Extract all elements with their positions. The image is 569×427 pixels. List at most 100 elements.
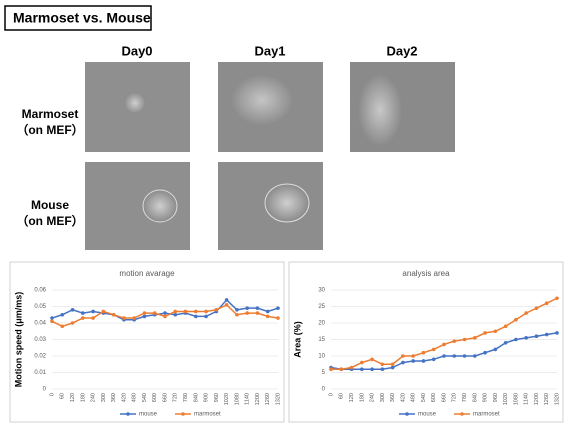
point: [503, 341, 508, 345]
y-axis-label: Area (%): [292, 321, 302, 358]
point: [50, 316, 54, 320]
x-tick-label: 1020: [224, 393, 230, 405]
x-tick-label: 1140: [245, 393, 251, 405]
point: [452, 339, 457, 343]
point: [555, 331, 559, 335]
point: [91, 316, 95, 320]
y-tick-label: 0.05: [34, 304, 46, 310]
point: [534, 306, 539, 310]
legend-marker: [181, 412, 185, 416]
row-sublabel: （on MEF）: [16, 213, 83, 228]
point: [152, 311, 157, 315]
point: [483, 350, 487, 355]
point: [442, 342, 446, 347]
point: [411, 359, 415, 363]
point: [142, 314, 147, 319]
point: [493, 347, 498, 352]
chart-frame: [288, 261, 564, 423]
point: [339, 367, 344, 372]
x-tick-label: 660: [162, 393, 168, 402]
y-tick-label: 5: [322, 370, 326, 376]
micrographs: [85, 62, 455, 250]
point: [483, 331, 487, 335]
point: [194, 309, 198, 314]
legend-label: mouse: [418, 412, 437, 418]
point: [380, 367, 385, 372]
point: [163, 314, 167, 319]
x-tick-label: 780: [183, 393, 189, 402]
point: [91, 309, 95, 314]
point: [360, 367, 364, 372]
point: [245, 306, 249, 310]
colony: [358, 74, 402, 146]
x-tick-label: 240: [370, 393, 376, 402]
row-label: Marmoset: [22, 107, 79, 121]
colony: [142, 189, 178, 223]
x-tick-label: 1320: [275, 393, 281, 405]
point: [235, 308, 239, 312]
y-tick-label: 25: [318, 304, 325, 310]
x-tick-label: 1140: [524, 393, 530, 405]
point: [255, 311, 260, 315]
chart-frame: [9, 261, 285, 423]
point: [204, 314, 208, 319]
x-tick-label: 1260: [544, 393, 550, 405]
point: [442, 354, 446, 358]
x-tick-label: 180: [359, 393, 365, 402]
point: [401, 354, 405, 358]
colony: [124, 92, 146, 114]
x-tick-label: 300: [380, 393, 386, 402]
x-tick-label: 960: [493, 393, 499, 402]
point: [81, 311, 85, 315]
y-tick-label: 30: [318, 288, 325, 294]
y-tick-label: 15: [318, 337, 325, 343]
x-tick-label: 900: [204, 393, 210, 402]
point: [122, 316, 126, 320]
y-tick-label: 0.02: [34, 354, 46, 360]
point: [50, 319, 54, 324]
x-tick-label: 0: [328, 393, 334, 396]
x-tick-label: 1200: [534, 393, 540, 405]
x-tick-label: 480: [132, 393, 138, 402]
point: [329, 367, 333, 372]
point: [101, 309, 106, 314]
x-tick-label: 1080: [513, 393, 519, 405]
x-tick-label: 1200: [255, 393, 261, 405]
x-tick-label: 960: [214, 393, 220, 402]
title-box: [4, 5, 152, 31]
x-tick-label: 420: [400, 393, 406, 402]
point: [276, 306, 280, 310]
row-label: Mouse: [31, 198, 69, 212]
y-tick-label: 0: [43, 387, 47, 393]
point: [204, 309, 208, 314]
point: [462, 337, 467, 342]
y-axis-label: Motion speed (μm/ms): [13, 292, 23, 388]
x-tick-label: 360: [390, 393, 396, 402]
legend-marker: [405, 412, 409, 416]
legend-marker: [460, 412, 464, 416]
point: [514, 317, 518, 322]
point: [534, 334, 539, 339]
y-tick-label: 0: [322, 387, 326, 393]
point: [431, 357, 436, 362]
x-tick-label: 600: [152, 393, 158, 402]
colony: [264, 183, 310, 223]
point: [81, 316, 85, 320]
point: [60, 312, 65, 317]
point: [544, 332, 549, 337]
point: [349, 365, 354, 370]
x-tick-label: 120: [70, 393, 76, 402]
x-tick-label: 180: [80, 393, 86, 402]
point: [360, 360, 364, 365]
x-tick-label: 1080: [234, 393, 240, 405]
point: [390, 362, 395, 367]
column-label: Day0: [121, 43, 152, 58]
point: [452, 354, 457, 358]
chart-title: analysis area: [402, 269, 450, 278]
y-tick-label: 0.03: [34, 337, 46, 343]
point: [421, 350, 426, 355]
point: [111, 312, 116, 317]
point: [276, 316, 280, 320]
